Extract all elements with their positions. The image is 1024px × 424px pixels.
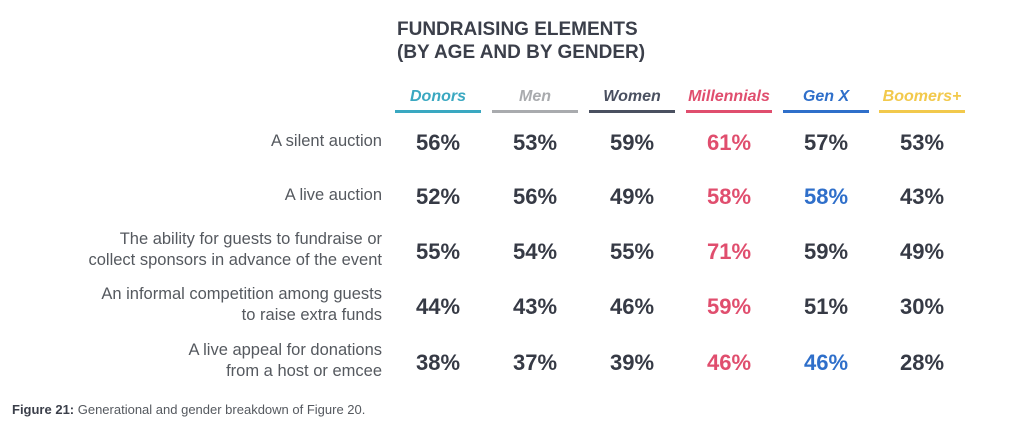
- column-header-boomers: Boomers+: [876, 86, 968, 118]
- column-header-genx: Gen X: [780, 86, 872, 118]
- value-cell-women: 39%: [609, 350, 655, 375]
- value-cell-women: 55%: [609, 239, 655, 264]
- value-cell-boomers: 30%: [899, 294, 945, 319]
- value-cell-genx: 58%: [803, 184, 849, 209]
- row-label: A live auction: [2, 185, 382, 206]
- column-header-label: Gen X: [802, 88, 850, 105]
- chart-title: FUNDRAISING ELEMENTS (BY AGE AND BY GEND…: [397, 18, 797, 64]
- value-cell-men: 54%: [512, 239, 558, 264]
- column-header-underline: [686, 110, 772, 113]
- row-label-line: The ability for guests to fundraise or: [119, 230, 382, 248]
- value-cell-donors: 44%: [415, 294, 461, 319]
- value-cell-donors: 56%: [415, 130, 461, 155]
- value-cell-women: 59%: [609, 130, 655, 155]
- chart-title-line-1: FUNDRAISING ELEMENTS: [397, 19, 638, 40]
- column-header-underline: [492, 110, 578, 113]
- column-header-label: Millennials: [688, 88, 770, 105]
- column-header-underline: [589, 110, 675, 113]
- value-cell-genx: 57%: [803, 130, 849, 155]
- value-cell-men: 43%: [512, 294, 558, 319]
- column-header-label: Donors: [410, 88, 466, 105]
- column-header-women: Women: [586, 86, 678, 118]
- value-cell-boomers: 43%: [899, 184, 945, 209]
- row-label-line: A silent auction: [271, 131, 382, 150]
- chart-title-line-2: (BY AGE AND BY GENDER): [397, 42, 646, 63]
- row-label-line: An informal competition among guests: [101, 285, 382, 303]
- value-cell-boomers: 53%: [899, 130, 945, 155]
- column-header-label: Boomers+: [882, 88, 962, 105]
- value-cell-genx: 46%: [803, 350, 849, 375]
- value-cell-donors: 55%: [415, 239, 461, 264]
- column-header-label: Men: [519, 88, 551, 105]
- value-cell-donors: 38%: [415, 350, 461, 375]
- column-header-millennials: Millennials: [683, 86, 775, 118]
- value-cell-donors: 52%: [415, 184, 461, 209]
- row-label: A live appeal for donations from a host o…: [2, 340, 382, 382]
- value-cell-boomers: 28%: [899, 350, 945, 375]
- value-cell-boomers: 49%: [899, 239, 945, 264]
- value-cell-men: 56%: [512, 184, 558, 209]
- value-cell-genx: 59%: [803, 239, 849, 264]
- column-header-underline: [879, 110, 965, 113]
- row-label-line: A live auction: [284, 185, 382, 204]
- value-cell-millennials: 61%: [706, 130, 752, 155]
- figure-caption: Figure 21: Generational and gender break…: [12, 402, 365, 417]
- value-cell-millennials: 71%: [706, 239, 752, 264]
- row-label-line: from a host or emcee: [226, 362, 382, 380]
- column-header-donors: Donors: [392, 86, 484, 118]
- column-header-label: Women: [603, 88, 661, 105]
- row-label: An informal competition among guests to r…: [2, 284, 382, 326]
- value-cell-women: 49%: [609, 184, 655, 209]
- row-label-line: A live appeal for donations: [188, 341, 382, 359]
- column-header-men: Men: [489, 86, 581, 118]
- column-header-underline: [783, 110, 869, 113]
- value-cell-men: 37%: [512, 350, 558, 375]
- value-cell-women: 46%: [609, 294, 655, 319]
- caption-label: Figure 21:: [12, 402, 75, 417]
- value-cell-men: 53%: [512, 130, 558, 155]
- caption-text: Generational and gender breakdown of Fig…: [74, 402, 366, 417]
- value-cell-millennials: 46%: [706, 350, 752, 375]
- value-cell-millennials: 59%: [706, 294, 752, 319]
- row-label: The ability for guests to fundraise or co…: [2, 229, 382, 271]
- column-header-underline: [395, 110, 481, 113]
- row-label-line: collect sponsors in advance of the event: [88, 251, 382, 269]
- row-label-line: to raise extra funds: [241, 306, 382, 324]
- value-cell-genx: 51%: [803, 294, 849, 319]
- value-cell-millennials: 58%: [706, 184, 752, 209]
- row-label: A silent auction: [2, 131, 382, 152]
